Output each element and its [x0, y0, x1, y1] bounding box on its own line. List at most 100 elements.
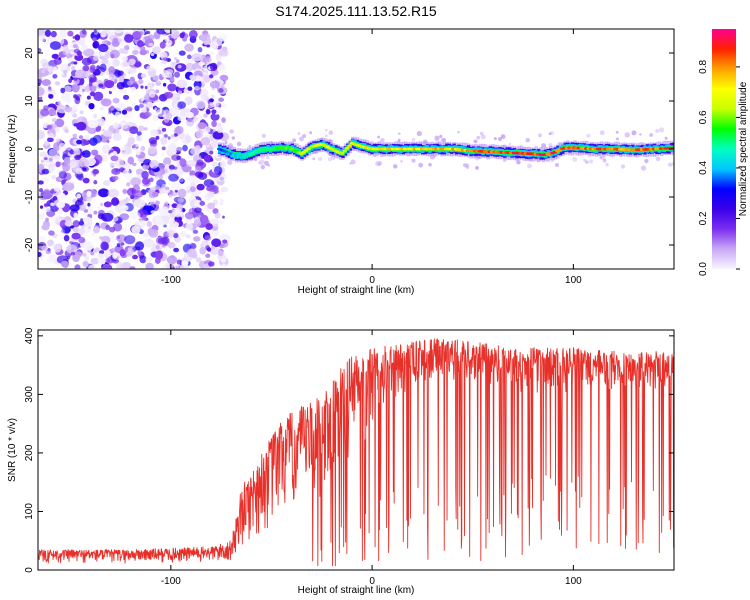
noise-blob [107, 188, 120, 198]
spectrogram-y-tick-label: -10 [24, 189, 35, 204]
noise-blob [221, 263, 226, 268]
noise-blob [155, 81, 162, 86]
noise-blob [91, 149, 99, 156]
noise-blob [176, 146, 183, 152]
noise-blob [174, 125, 184, 135]
noise-blob [122, 94, 130, 100]
noise-blob [87, 119, 99, 129]
noise-blob [163, 224, 167, 228]
faint-dot [497, 136, 503, 142]
noise-blob [70, 66, 76, 71]
noise-blob [114, 70, 121, 77]
noise-blob [69, 204, 80, 212]
noise-blob [43, 140, 50, 146]
noise-blob [92, 168, 100, 175]
faint-dot [411, 137, 416, 142]
noise-blob [99, 51, 106, 57]
noise-blob [128, 133, 133, 138]
noise-blob [91, 233, 95, 237]
noise-blob [38, 48, 42, 53]
faint-dot [297, 132, 301, 135]
noise-blob [211, 120, 217, 128]
noise-blob [173, 208, 183, 218]
noise-blob [89, 83, 93, 87]
noise-blob [212, 170, 219, 177]
noise-blob [72, 253, 80, 263]
noise-blob [154, 215, 162, 224]
noise-blob [206, 247, 212, 252]
faint-dot [264, 160, 269, 166]
noise-blob [160, 137, 168, 145]
noise-blob [44, 29, 52, 37]
noise-blob [118, 48, 126, 54]
noise-blob [173, 133, 178, 137]
noise-blob [134, 105, 140, 112]
ridge-core [342, 149, 347, 153]
noise-blob [68, 78, 73, 84]
noise-blob [141, 177, 151, 185]
noise-blob [158, 188, 164, 193]
noise-blob [221, 84, 225, 89]
noise-blob [44, 41, 49, 46]
faint-dot [397, 138, 401, 142]
noise-blob [113, 222, 123, 232]
noise-blob [124, 45, 130, 51]
noise-blob [97, 253, 104, 259]
noise-blob [209, 74, 214, 79]
noise-blob [38, 86, 45, 97]
noise-blob [148, 177, 154, 183]
faint-dot [640, 165, 647, 171]
noise-blob [140, 73, 147, 79]
noise-blob [87, 209, 93, 215]
noise-blob [217, 122, 222, 127]
noise-blob [90, 251, 95, 256]
faint-dot [248, 144, 252, 148]
noise-blob [78, 220, 85, 226]
figure-title: S174.2025.111.13.52.R15 [275, 3, 437, 19]
noise-blob [47, 137, 54, 143]
noise-blob [131, 225, 141, 234]
noise-blob [64, 85, 72, 93]
faint-dot [583, 158, 587, 162]
noise-blob [151, 191, 159, 198]
noise-blob [72, 35, 76, 39]
noise-blob [81, 252, 87, 257]
faint-dot [620, 164, 626, 169]
noise-blob [205, 223, 213, 230]
noise-blob [54, 118, 65, 128]
noise-blob [79, 29, 87, 38]
noise-blob [198, 61, 205, 67]
noise-blob [129, 177, 142, 187]
noise-blob [41, 79, 52, 86]
noise-blob [48, 108, 57, 116]
noise-blob [189, 170, 196, 177]
noise-blob [117, 235, 121, 240]
noise-blob [196, 183, 205, 191]
faint-dot [508, 143, 512, 146]
noise-blob [72, 44, 78, 49]
snr-x-tick-label: 100 [565, 576, 582, 587]
noise-blob [129, 126, 139, 135]
faint-dot [457, 130, 460, 134]
snr-y-tick-label: 200 [24, 444, 35, 461]
noise-blob [76, 139, 83, 145]
noise-blob [74, 264, 81, 269]
noise-blob [214, 223, 219, 228]
noise-blob [59, 29, 68, 38]
noise-blob [211, 238, 222, 248]
noise-blob [60, 260, 69, 268]
noise-blob [92, 226, 100, 234]
noise-blob [80, 138, 88, 146]
noise-blob [98, 236, 104, 240]
noise-blob [63, 234, 70, 242]
noise-blob [38, 130, 45, 140]
noise-blob [43, 203, 49, 207]
noise-blob [38, 235, 46, 244]
noise-blob [161, 265, 167, 269]
noise-blob [219, 202, 224, 206]
noise-blob [160, 206, 170, 215]
noise-blob [219, 74, 229, 82]
noise-blob [203, 263, 210, 269]
